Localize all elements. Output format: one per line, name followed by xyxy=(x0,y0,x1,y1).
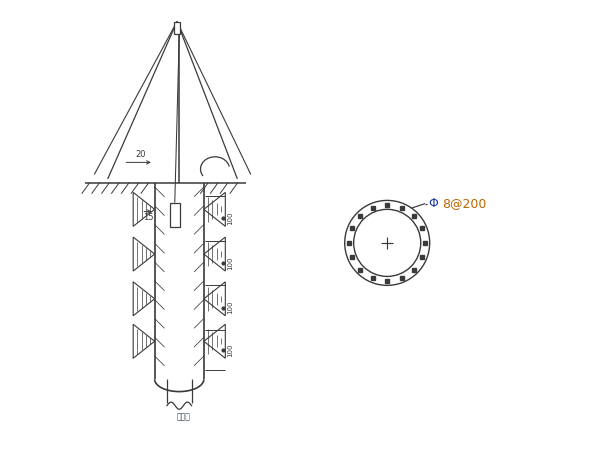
Bar xyxy=(170,202,179,227)
Text: Φ: Φ xyxy=(430,197,443,210)
Text: 100: 100 xyxy=(227,212,233,225)
Bar xyxy=(174,22,180,34)
Polygon shape xyxy=(204,324,226,358)
Polygon shape xyxy=(133,282,155,316)
Text: 15: 15 xyxy=(143,213,154,222)
Polygon shape xyxy=(204,192,226,226)
Text: 100: 100 xyxy=(227,256,233,270)
Text: 100: 100 xyxy=(227,301,233,315)
Polygon shape xyxy=(133,237,155,271)
Text: 8@200: 8@200 xyxy=(442,197,487,210)
Polygon shape xyxy=(204,237,226,271)
Polygon shape xyxy=(204,282,226,316)
Text: 100: 100 xyxy=(227,343,233,357)
Text: 集水坑: 集水坑 xyxy=(177,412,191,421)
Polygon shape xyxy=(133,324,155,358)
Text: 20: 20 xyxy=(136,150,146,159)
Polygon shape xyxy=(133,192,155,226)
